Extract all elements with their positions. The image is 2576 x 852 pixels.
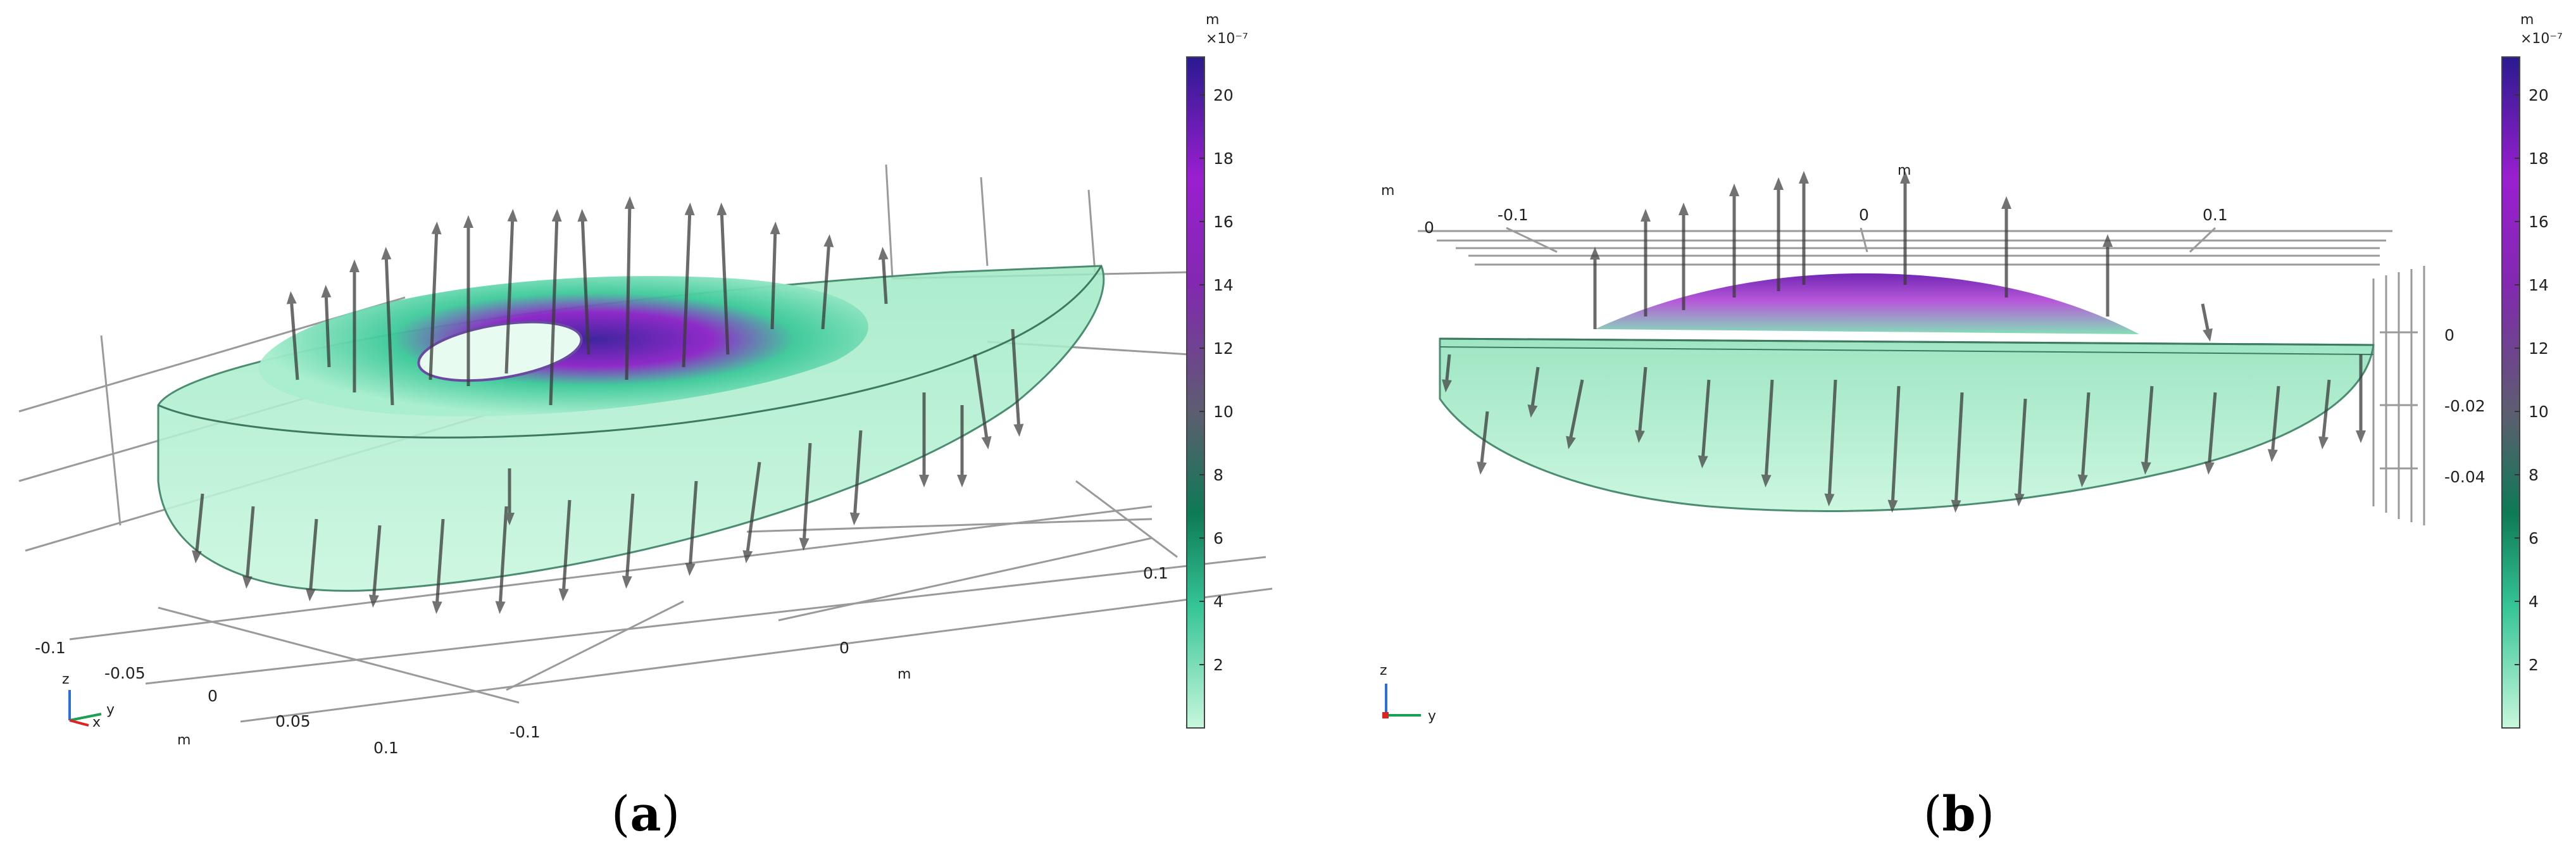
- x-tick: 0.05: [275, 712, 311, 730]
- colorbar-exponent: ×10⁻⁷: [1206, 31, 1248, 47]
- colorbar-tick-label: 16: [1213, 213, 1234, 231]
- colorbar-tick-label: 20: [1213, 86, 1234, 104]
- y-tick: 0: [839, 639, 849, 657]
- colorbar-tick-label: 6: [1213, 529, 1223, 548]
- top-tick: 0.1: [2203, 206, 2228, 224]
- colorbar-tick-label: 14: [1213, 276, 1234, 294]
- top-tick: -0.1: [1497, 206, 1529, 224]
- colorbar-tick-label: 12: [1213, 339, 1234, 358]
- colorbar-tick-label: 6: [2529, 529, 2539, 548]
- displacement-arrows-a: [192, 196, 1024, 614]
- side-tick: -0.04: [2444, 468, 2485, 486]
- triad-z-label: z: [1380, 663, 1387, 679]
- colorbar-tick-label: 14: [2529, 276, 2549, 294]
- colorbar-scale: [1186, 56, 1205, 729]
- panel-b: m m 0 -0.1 0 0.1 0 -0.02 -0.04 z y m ×10…: [1380, 12, 2563, 842]
- y-tick: -0.1: [510, 723, 541, 741]
- axis-triad-b: z y: [1380, 663, 1436, 724]
- axis-labels-b: m m 0 -0.1 0 0.1 0 -0.02 -0.04: [1381, 163, 2485, 486]
- side-tick: 0: [2444, 326, 2454, 344]
- x-tick: 0: [208, 687, 218, 705]
- y-tick: 0.1: [1143, 564, 1168, 582]
- x-tick: -0.1: [35, 639, 66, 657]
- colorbar-tick-label: 18: [1213, 149, 1234, 168]
- displacement-arrows-b: [1442, 171, 2366, 513]
- geometry-body-a: [157, 265, 1105, 592]
- triad-z-label: z: [62, 672, 70, 687]
- unit-label: m: [1898, 163, 1911, 179]
- colorbar-tick-label: 10: [2529, 403, 2549, 421]
- colorbar-tick-label: 4: [1213, 592, 1223, 611]
- colorbar-scale: [2501, 56, 2520, 729]
- colorbar-unit: m: [1206, 12, 1219, 28]
- colorbar-tick-label: 10: [1213, 403, 1234, 421]
- caption-a: (a): [611, 786, 680, 842]
- caption-b: (b): [1923, 786, 1994, 842]
- colorbar-exponent: ×10⁻⁷: [2520, 31, 2563, 47]
- x-tick: -0.05: [104, 664, 146, 682]
- colorbar-b: m ×10⁻⁷ 20 18 16 14 12 10 8 6 4 2: [2501, 12, 2563, 729]
- colorbar-tick-label: 20: [2529, 86, 2549, 104]
- triad-x-label: x: [92, 715, 101, 730]
- axis-triad-a: z y x: [62, 672, 115, 730]
- colorbar-tick-label: 8: [2529, 466, 2539, 484]
- side-tick: -0.02: [2444, 397, 2485, 415]
- colorbar-tick-label: 2: [1213, 656, 1223, 674]
- unit-label: m: [1381, 183, 1394, 199]
- triad-y-label: y: [106, 702, 115, 718]
- colorbar-a: m ×10⁻⁷ 20 18 16 14 12 10 8 6 4 2: [1186, 12, 1248, 729]
- x-tick: 0.1: [373, 739, 399, 757]
- colorbar-unit: m: [2520, 12, 2534, 28]
- y-unit: m: [897, 667, 911, 682]
- colorbar-tick-label: 18: [2529, 149, 2549, 168]
- colorbar-tick-label: 16: [2529, 213, 2549, 231]
- top-tick: 0: [1859, 206, 1869, 224]
- geometry-body-b: [1439, 273, 2375, 512]
- top-left-tick: 0: [1424, 218, 1434, 237]
- x-unit: m: [177, 732, 191, 748]
- triad-y-label: y: [1428, 708, 1436, 724]
- colorbar-tick-label: 4: [2529, 592, 2539, 611]
- axis-labels-a: -0.1 -0.05 0 0.05 0.1 m -0.1 0 0.1 m: [35, 564, 1168, 757]
- panel-a: -0.1 -0.05 0 0.05 0.1 m -0.1 0 0.1 m z y…: [18, 12, 1273, 842]
- colorbar-tick-label: 8: [1213, 466, 1223, 484]
- colorbar-tick-label: 12: [2529, 339, 2549, 358]
- colorbar-ticks: 20 18 16 14 12 10 8 6 4 2: [1199, 86, 1234, 674]
- colorbar-tick-label: 2: [2529, 656, 2539, 674]
- colorbar-ticks: 20 18 16 14 12 10 8 6 4 2: [2515, 86, 2549, 674]
